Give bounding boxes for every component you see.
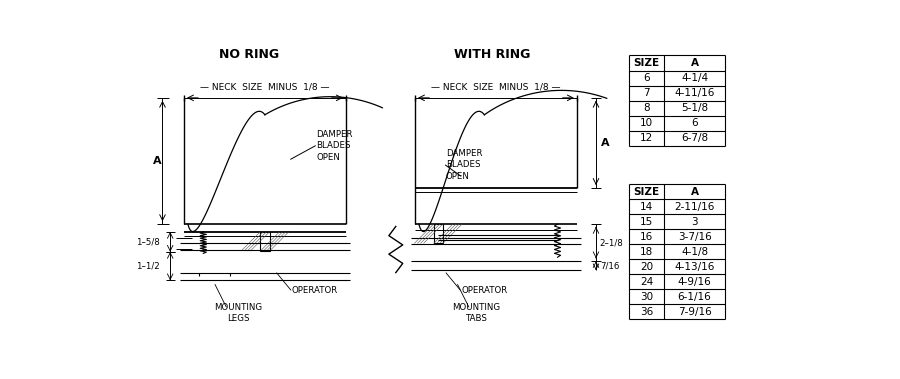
Text: 7: 7	[644, 88, 650, 98]
Text: WITH RING: WITH RING	[454, 48, 530, 61]
Text: A: A	[600, 138, 609, 148]
Text: A: A	[153, 156, 161, 166]
Text: 6: 6	[644, 73, 650, 83]
Text: 2-11/16: 2-11/16	[674, 202, 715, 211]
Text: 18: 18	[640, 247, 653, 257]
Text: 14: 14	[640, 202, 653, 211]
Text: A: A	[690, 58, 698, 68]
Text: 30: 30	[640, 292, 653, 302]
Text: DAMPER
BLADES
OPEN: DAMPER BLADES OPEN	[317, 130, 353, 161]
Text: OPERATOR: OPERATOR	[461, 286, 508, 295]
Text: 2–1/8: 2–1/8	[599, 238, 624, 247]
Text: 4-1/8: 4-1/8	[681, 247, 708, 257]
Text: 20: 20	[640, 262, 653, 272]
Text: 1–1/2: 1–1/2	[136, 262, 159, 271]
Text: SIZE: SIZE	[634, 58, 660, 68]
Text: 5-1/8: 5-1/8	[681, 103, 708, 113]
Text: 3: 3	[691, 217, 698, 227]
Text: 7-9/16: 7-9/16	[678, 307, 711, 317]
Text: — NECK  SIZE  MINUS  1/8 —: — NECK SIZE MINUS 1/8 —	[431, 83, 561, 92]
Text: SIZE: SIZE	[634, 186, 660, 197]
Text: OPERATOR: OPERATOR	[292, 286, 338, 295]
Text: 7/16: 7/16	[599, 261, 619, 270]
Text: 4-11/16: 4-11/16	[674, 88, 715, 98]
Text: 15: 15	[640, 217, 653, 227]
Text: 6-1/16: 6-1/16	[678, 292, 711, 302]
Text: MOUNTING
TABS: MOUNTING TABS	[453, 304, 500, 324]
Text: — NECK  SIZE  MINUS  1/8 —: — NECK SIZE MINUS 1/8 —	[200, 83, 329, 92]
Text: 3-7/16: 3-7/16	[678, 232, 711, 242]
Text: 36: 36	[640, 307, 653, 317]
Text: 4-1/4: 4-1/4	[681, 73, 708, 83]
Text: MOUNTING
LEGS: MOUNTING LEGS	[214, 304, 262, 324]
Bar	[260, 232, 269, 251]
Text: 16: 16	[640, 232, 653, 242]
Text: 12: 12	[640, 133, 653, 143]
Text: 10: 10	[640, 118, 653, 128]
Text: NO RING: NO RING	[220, 48, 280, 61]
Text: 6: 6	[691, 118, 698, 128]
Text: 6-7/8: 6-7/8	[681, 133, 708, 143]
Text: 4-13/16: 4-13/16	[674, 262, 715, 272]
Text: 8: 8	[644, 103, 650, 113]
Text: DAMPER
BLADES
OPEN: DAMPER BLADES OPEN	[446, 149, 482, 181]
Text: A: A	[690, 186, 698, 197]
Text: 1–5/8: 1–5/8	[136, 237, 159, 246]
Text: 24: 24	[640, 277, 653, 287]
Bar	[434, 224, 443, 243]
Text: 4-9/16: 4-9/16	[678, 277, 711, 287]
